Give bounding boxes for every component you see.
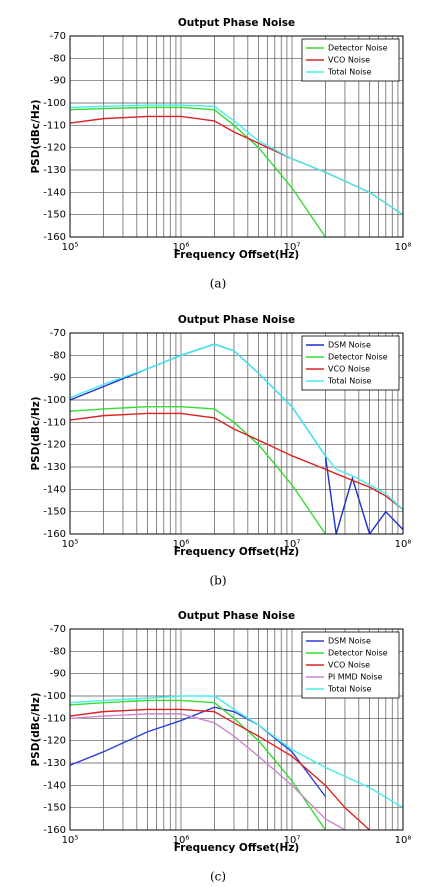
y-tick-label: -110 [43,417,66,428]
series-line [70,706,326,797]
y-tick-label: -160 [43,232,66,243]
y-tick-label: -150 [43,507,66,518]
y-axis-label: PSD(dBc/Hz) [30,99,42,173]
y-tick-label: -130 [43,462,66,473]
y-tick-label: -70 [50,31,66,42]
legend-label: VCO Noise [328,661,370,670]
x-tick-label: 10⁵ [62,835,79,846]
y-tick-label: -160 [43,825,66,836]
series-line [70,343,403,510]
plot-frame [69,332,404,535]
series-line [70,708,371,830]
x-axis-label: Frequency Offset(Hz) [174,249,299,261]
y-tick-label: -120 [43,736,66,747]
y-tick-label: -130 [43,758,66,769]
chart-title: Output Phase Noise [178,17,295,29]
x-tick-label: 10⁸ [395,242,412,253]
x-tick-label: 10⁶ [173,539,190,550]
chart-title: Output Phase Noise [178,610,295,622]
y-tick-label: -90 [50,76,66,87]
series-line [70,713,346,830]
caption: (c) [210,870,226,884]
y-tick-label: -130 [43,165,66,176]
chart: Output Phase Noise 10⁵ 10⁶ 10⁷ 10⁸ -160 -150 -1… [30,17,411,291]
plot-frame [69,628,404,831]
y-axis-label: PSD(dBc/Hz) [30,396,42,470]
x-tick-label: 10⁷ [284,242,301,253]
legend-label: VCO Noise [328,365,370,374]
legend-label: Detector Noise [328,44,388,53]
legend-label: Detector Noise [328,353,388,362]
legend-label: PI MMD Noise [328,673,383,682]
plot-frame [69,35,404,238]
series-line [70,699,326,830]
x-tick-label: 10⁵ [62,242,79,253]
series-line [70,106,326,237]
y-tick-label: -90 [50,373,66,384]
y-tick-label: -80 [50,350,66,361]
legend-label: Total Noise [327,68,371,77]
y-tick-label: -110 [43,120,66,131]
y-tick-label: -150 [43,210,66,221]
x-tick-label: 10⁸ [395,835,412,846]
chart-title: Output Phase Noise [178,314,295,326]
y-tick-label: -80 [50,646,66,657]
y-tick-label: -110 [43,713,66,724]
x-axis-label: Frequency Offset(Hz) [174,842,299,854]
caption: (a) [210,277,227,291]
y-tick-label: -100 [43,691,66,702]
chart: Output Phase Noise 10⁵ 10⁶ 10⁷ 10⁸ -160 -150 -1… [30,610,411,884]
y-tick-label: -150 [43,803,66,814]
y-tick-label: -80 [50,53,66,64]
x-tick-label: 10⁵ [62,539,79,550]
series-line [70,104,403,216]
series-line [70,695,403,809]
y-tick-label: -140 [43,187,66,198]
legend-label: Detector Noise [328,649,388,658]
y-tick-label: -90 [50,669,66,680]
legend-label: DSM Noise [328,637,371,646]
chart: Output Phase Noise 10⁵ 10⁶ 10⁷ 10⁸ -160 -150 -1… [30,314,411,588]
y-tick-label: -100 [43,98,66,109]
x-tick-label: 10⁷ [284,539,301,550]
y-tick-label: -140 [43,484,66,495]
x-tick-label: 10⁶ [173,242,190,253]
y-axis-label: PSD(dBc/Hz) [30,692,42,766]
y-tick-label: -120 [43,440,66,451]
x-tick-label: 10⁷ [284,835,301,846]
series-line [70,406,326,534]
legend-label: DSM Noise [328,341,371,350]
caption: (b) [209,574,226,588]
y-tick-label: -70 [50,624,66,635]
x-axis-label: Frequency Offset(Hz) [174,546,299,558]
series-line [70,412,403,510]
y-tick-label: -100 [43,395,66,406]
y-tick-label: -70 [50,328,66,339]
legend-label: Total Noise [327,685,371,694]
x-tick-label: 10⁶ [173,835,190,846]
x-tick-label: 10⁸ [395,539,412,550]
y-tick-label: -160 [43,529,66,540]
y-tick-label: -140 [43,780,66,791]
legend-label: Total Noise [327,377,371,386]
y-tick-label: -120 [43,143,66,154]
legend-label: VCO Noise [328,56,370,65]
